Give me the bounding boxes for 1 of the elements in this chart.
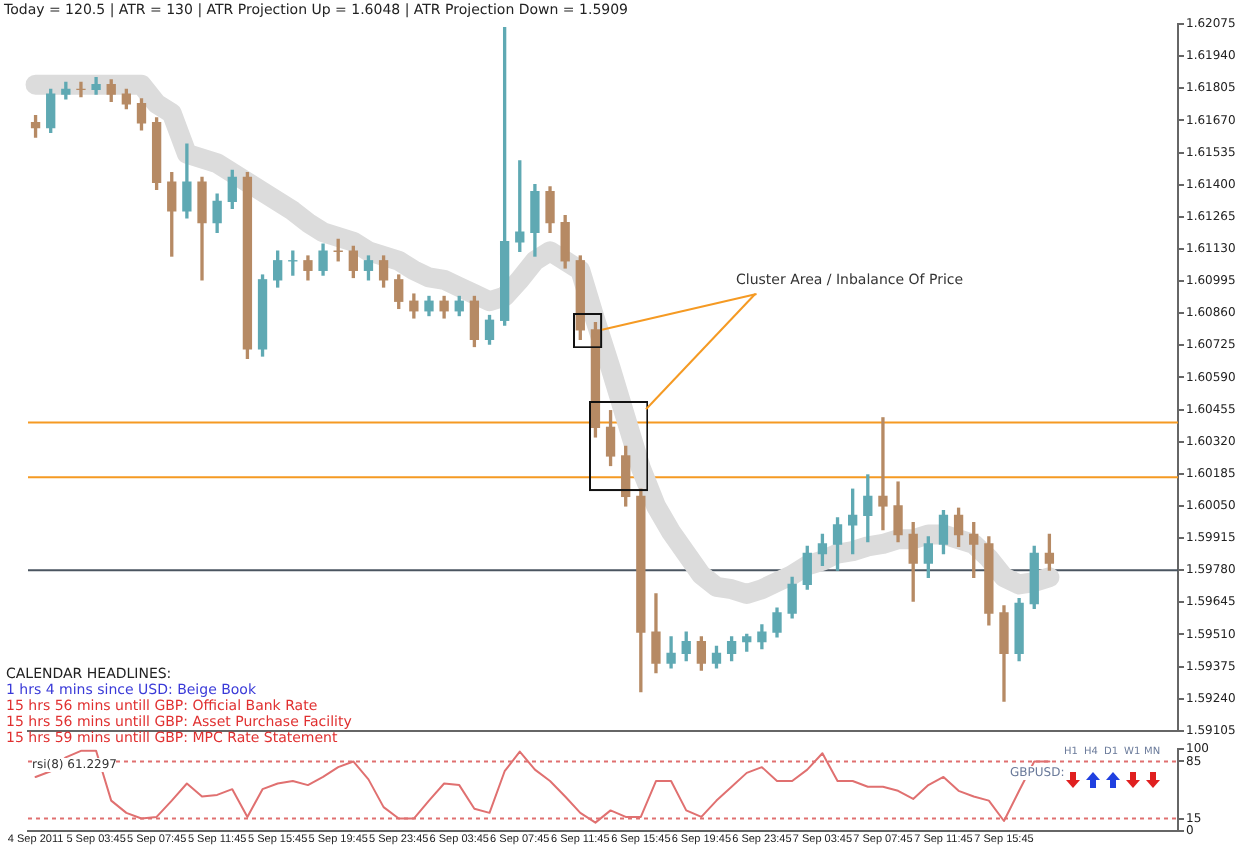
candlestick bbox=[878, 417, 888, 531]
